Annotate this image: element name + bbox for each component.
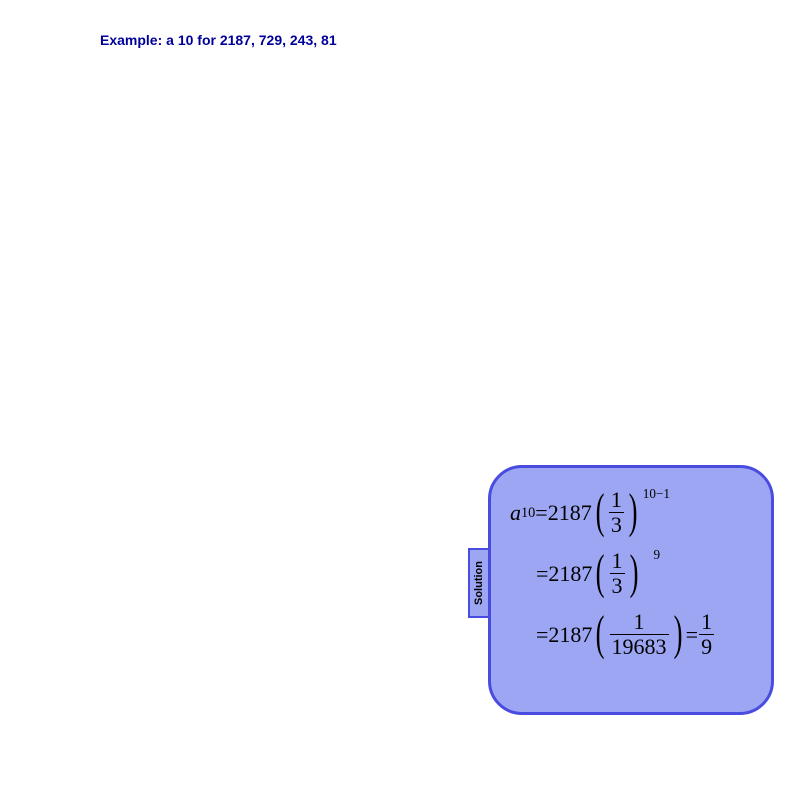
math-line-1: a10 = 2187 ( 1 3 ) 10−1: [510, 489, 715, 536]
sub-10: 10: [521, 505, 535, 522]
rparen-3: ): [673, 615, 682, 654]
lparen-3: (: [596, 615, 605, 654]
frac3-den: 19683: [610, 634, 669, 658]
frac3-num: 1: [632, 611, 647, 634]
frac4-den: 9: [699, 634, 714, 658]
equals-2: =: [536, 561, 548, 587]
equals-4: =: [686, 622, 698, 648]
math-line-2: = 2187 ( 1 3 ) 9: [536, 550, 715, 597]
coef-2: 2187: [548, 561, 592, 587]
rparen-2: ): [629, 554, 638, 593]
var-a: a: [510, 500, 521, 526]
equals-1: =: [535, 500, 547, 526]
solution-tab-label: Solution: [468, 548, 490, 618]
example-title: Example: a 10 for 2187, 729, 243, 81: [100, 32, 337, 48]
frac2-num: 1: [610, 550, 625, 573]
frac-2: 1 3: [610, 550, 625, 597]
coef-3: 2187: [548, 622, 592, 648]
math-line-3: = 2187 ( 1 19683 ) = 1 9: [536, 611, 715, 658]
equals-3: =: [536, 622, 548, 648]
frac1-num: 1: [609, 489, 624, 512]
frac1-den: 3: [609, 512, 624, 536]
frac-1: 1 3: [609, 489, 624, 536]
frac-3: 1 19683: [610, 611, 669, 658]
frac2-den: 3: [610, 573, 625, 597]
coef-1: 2187: [548, 500, 592, 526]
frac-4: 1 9: [699, 611, 714, 658]
lparen-1: (: [595, 493, 604, 532]
frac4-num: 1: [699, 611, 714, 634]
rparen-1: ): [628, 493, 637, 532]
math-content: a10 = 2187 ( 1 3 ) 10−1 = 2187 ( 1 3: [510, 489, 715, 658]
exp-1: 10−1: [643, 486, 670, 502]
lparen-2: (: [596, 554, 605, 593]
exp-2: 9: [654, 547, 661, 563]
